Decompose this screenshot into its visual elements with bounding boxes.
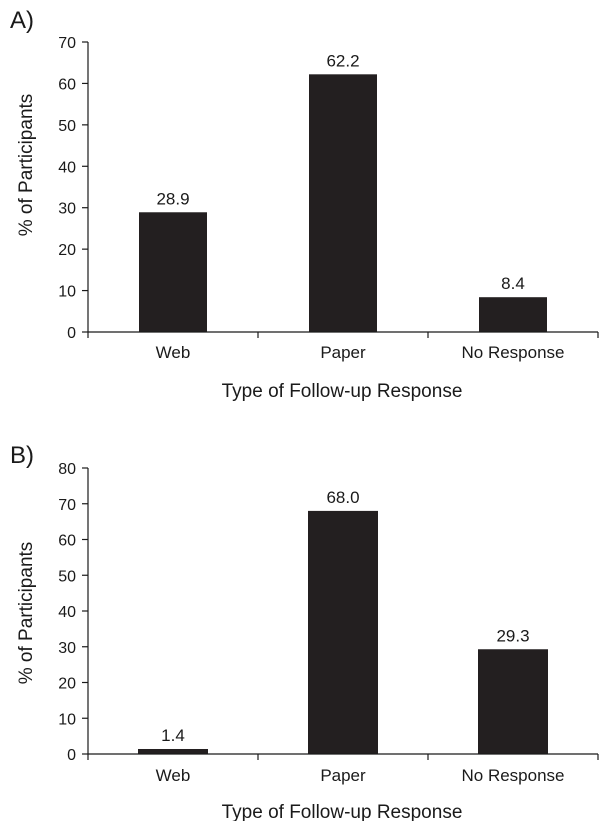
y-axis-label-b: % of Participants <box>16 542 37 685</box>
bar-paper <box>308 510 378 754</box>
x-axis-label-a: Type of Follow-up Response <box>222 381 463 402</box>
y-ticks-a: 0 10 20 30 40 50 60 70 <box>58 35 88 342</box>
y-tick-label: 50 <box>58 118 76 135</box>
y-tick-label: 80 <box>58 461 76 478</box>
chart-a: A) % of Participants Type of Follow-up R… <box>10 7 599 402</box>
y-tick-label: 60 <box>58 76 76 93</box>
y-tick-label: 20 <box>58 676 76 693</box>
bar-web <box>138 748 208 754</box>
category-label: Web <box>156 766 191 785</box>
data-label: 1.4 <box>161 726 185 745</box>
bars-b: 1.4 Web 68.0 Paper 29.3 No Response <box>138 488 565 785</box>
axes-b <box>87 468 599 760</box>
category-label: No Response <box>461 766 564 785</box>
chart-b: B) % of Participants Type of Follow-up R… <box>10 442 599 821</box>
y-tick-label: 70 <box>58 497 76 514</box>
data-label: 68.0 <box>326 488 359 507</box>
y-tick-label: 50 <box>58 568 76 585</box>
panel-label-b: B) <box>10 442 34 469</box>
bar-paper <box>309 74 377 333</box>
bars-a: 28.9 Web 62.2 Paper 8.4 No Response <box>139 51 565 362</box>
data-label: 8.4 <box>501 274 525 293</box>
y-tick-label: 30 <box>58 640 76 657</box>
y-tick-label: 40 <box>58 159 76 176</box>
y-tick-label: 10 <box>58 284 76 301</box>
y-tick-label: 60 <box>58 533 76 550</box>
bar-no-response <box>478 649 548 754</box>
x-axis-label-b: Type of Follow-up Response <box>222 802 463 821</box>
data-label: 28.9 <box>156 189 189 208</box>
y-ticks-b: 0 10 20 30 40 50 60 70 80 <box>58 461 88 764</box>
data-label: 62.2 <box>326 51 359 70</box>
axes-a <box>87 42 599 338</box>
y-tick-label: 10 <box>58 711 76 728</box>
category-label: Paper <box>320 766 366 785</box>
category-label: Web <box>156 343 191 362</box>
category-label: No Response <box>461 343 564 362</box>
y-tick-label: 0 <box>67 747 76 764</box>
y-tick-label: 40 <box>58 604 76 621</box>
y-tick-label: 0 <box>67 325 76 342</box>
data-label: 29.3 <box>496 626 529 645</box>
bar-no-response <box>479 297 547 332</box>
y-axis-label-a: % of Participants <box>16 94 37 237</box>
panel-label-a: A) <box>10 7 34 34</box>
y-tick-label: 20 <box>58 242 76 259</box>
category-label: Paper <box>320 343 366 362</box>
bar-web <box>139 212 207 332</box>
y-tick-label: 70 <box>58 35 76 52</box>
y-tick-label: 30 <box>58 201 76 218</box>
